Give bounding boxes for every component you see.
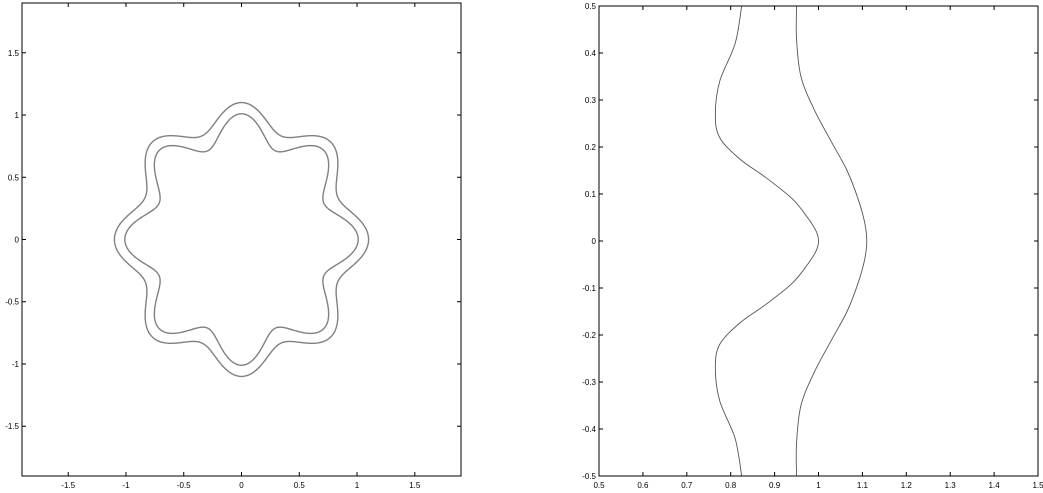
x-tick-label: 1.1	[857, 481, 869, 490]
series-0-line	[113, 101, 370, 378]
x-tick-label: 0.5	[593, 481, 605, 490]
left-panel: -1.5 -1 -0.5 0 0.5 1 1.5 -1.5 -1 -0.5 0 0.5 1 1.5	[5, 2, 462, 490]
y-tick-label: 1	[15, 111, 20, 120]
x-tick-label: 0.9	[769, 481, 781, 490]
y-tick-label: -0.1	[582, 284, 596, 293]
x-tick-label: -0.5	[177, 481, 191, 490]
x-tick-label: 1	[355, 481, 360, 490]
x-tick-label: -1	[122, 481, 130, 490]
series-0-line	[714, 6, 819, 476]
y-tick-label: -0.5	[5, 298, 19, 307]
y-tick-label: -0.2	[582, 331, 596, 340]
x-tick-label: 0	[239, 481, 244, 490]
y-tick-label: -1	[12, 360, 20, 369]
y-tick-label: 0.5	[8, 173, 20, 182]
x-tick-label: 1.2	[901, 481, 913, 490]
series-1-line	[795, 6, 868, 476]
y-tick-label: -0.4	[582, 425, 596, 434]
series-1-line	[124, 113, 359, 366]
x-tick-label: 0.7	[681, 481, 693, 490]
y-tick-label: 0.3	[585, 96, 597, 105]
x-tick-label: 0.8	[725, 481, 737, 490]
y-tick-label: -0.5	[582, 472, 596, 481]
axes-frame	[21, 2, 462, 477]
y-tick-label: 1.5	[8, 49, 20, 58]
y-tick-label: 0.4	[585, 49, 597, 58]
x-tick-label: -1.5	[61, 481, 75, 490]
x-tick-label: 1.3	[945, 481, 957, 490]
x-tick-label: 0.5	[294, 481, 306, 490]
x-tick-label: 1.5	[1032, 481, 1043, 490]
y-tick-label: 0.1	[585, 190, 597, 199]
y-tick-label: -1.5	[5, 422, 19, 431]
right-panel: 0.5 0.6 0.7 0.8 0.9 1 1.1 1.2 1.3 1.4 1.5 -0.5 -0.4 -…	[582, 2, 1043, 490]
x-tick-label: 1.4	[989, 481, 1001, 490]
x-tick-label: 1	[816, 481, 821, 490]
x-tick-label: 1.5	[409, 481, 421, 490]
y-tick-label: 0	[592, 237, 597, 246]
x-tick-label: 0.6	[637, 481, 649, 490]
y-tick-label: 0.5	[585, 2, 597, 11]
y-tick-label: 0.2	[585, 143, 597, 152]
y-tick-label: -0.3	[582, 378, 596, 387]
y-tick-label: 0	[15, 236, 20, 245]
